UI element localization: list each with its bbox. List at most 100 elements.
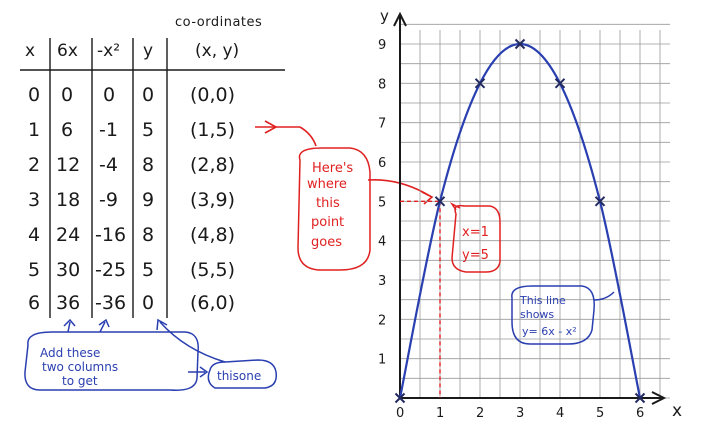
cell-coordinates: (5,5)	[190, 259, 235, 281]
value-table: co-ordinates x 6x -x² y (x, y) 0 0 0 0 (…	[20, 15, 285, 318]
cell-minus-x-squared: -25	[95, 259, 126, 281]
cell-6x: 0	[61, 84, 73, 106]
cell-coordinates: (0,0)	[190, 84, 235, 106]
plot-ticks: 1 2 3 4 5 6 7 8 9 0 1 2 3 4 5 6	[378, 38, 644, 421]
cell-y: 9	[142, 189, 154, 211]
y-tick-label: 2	[378, 313, 386, 328]
cell-y: 0	[142, 84, 154, 106]
x-tick-label: 3	[516, 406, 524, 421]
heres-where-line: Here's	[312, 161, 353, 176]
point-label-bubble	[451, 204, 501, 273]
cell-6x: 18	[56, 189, 80, 211]
pointer-line	[67, 321, 71, 333]
y-axis-label: y	[380, 7, 389, 25]
arrow-up-icon	[156, 318, 168, 331]
cell-x: 1	[28, 119, 40, 141]
table-row: 6 36 -36 0 (6,0)	[28, 292, 235, 314]
cell-minus-x-squared: -16	[95, 224, 126, 246]
heres-where-line: goes	[311, 235, 342, 250]
y-tick-label: 8	[378, 77, 386, 92]
pointer-tail	[593, 291, 615, 301]
cell-x: 3	[28, 189, 40, 211]
point-label-x: x=1	[462, 225, 489, 240]
header-coordinates: (x, y)	[195, 41, 239, 61]
add-columns-bubble	[24, 331, 199, 391]
cell-coordinates: (4,8)	[190, 224, 235, 246]
cell-6x: 12	[56, 154, 80, 176]
header-y: y	[143, 41, 153, 61]
cell-x: 4	[28, 224, 40, 246]
line-shows-annotation: This line shows y= 6x - x²	[511, 285, 615, 345]
line-shows-bubble	[511, 285, 595, 345]
x-tick-label: 5	[596, 406, 604, 421]
line-shows-equation: y= 6x - x²	[522, 325, 577, 338]
pointer-line	[299, 126, 317, 147]
x-tick-label: 0	[396, 406, 404, 421]
cell-6x: 30	[56, 259, 80, 281]
header-6x: 6x	[57, 41, 78, 61]
arrow-up-icon	[98, 318, 110, 328]
point-label-y: y=5	[462, 248, 489, 263]
plot-axes: yx	[380, 7, 682, 421]
add-columns-line: Add these	[40, 346, 100, 360]
table-row: 0 0 0 0 (0,0)	[28, 84, 235, 106]
cell-x: 2	[28, 154, 40, 176]
point-label-annotation: x=1 y=5	[449, 202, 501, 273]
pointer-line	[99, 321, 106, 333]
cell-6x: 24	[56, 224, 80, 246]
cell-y: 5	[142, 259, 154, 281]
cell-6x: 6	[61, 119, 73, 141]
table-grid	[20, 38, 285, 318]
arrow-right-icon	[421, 191, 434, 205]
this-one-bubble	[207, 359, 278, 389]
y-tick-label: 6	[378, 156, 386, 171]
data-point	[634, 392, 646, 404]
cell-minus-x-squared: -9	[99, 189, 118, 211]
cell-x: 5	[28, 259, 40, 281]
cell-y: 5	[142, 119, 154, 141]
cell-coordinates: (2,8)	[190, 154, 235, 176]
y-tick-label: 1	[378, 353, 386, 368]
arrow-up-icon	[393, 11, 407, 27]
cell-x: 6	[28, 292, 40, 314]
data-point	[594, 196, 606, 207]
add-columns-line: to get	[62, 374, 98, 388]
data-point	[554, 78, 566, 89]
add-columns-line: two columns	[42, 360, 118, 374]
table-row: 3 18 -9 9 (3,9)	[28, 189, 235, 211]
table-row: 2 12 -4 8 (2,8)	[28, 154, 235, 176]
pointer-tail	[449, 202, 461, 211]
this-one-label: thisone	[217, 369, 261, 383]
header-minus-x-squared: -x²	[97, 41, 120, 61]
x-tick-label: 4	[556, 406, 564, 421]
arrow-right-icon	[651, 391, 667, 405]
line-shows-line: This line	[519, 294, 566, 307]
x-axis-label: x	[672, 401, 682, 421]
y-tick-label: 9	[378, 38, 386, 53]
cell-x: 0	[28, 84, 40, 106]
highlight-guides	[400, 200, 441, 398]
y-tick-label: 3	[378, 274, 386, 289]
cell-minus-x-squared: -1	[99, 119, 118, 141]
y-tick-label: 4	[378, 235, 386, 250]
arrow-right-icon	[264, 120, 278, 134]
table-row: 1 6 -1 5 (1,5)	[28, 119, 235, 141]
header-x: x	[25, 41, 35, 61]
cell-y: 8	[142, 224, 154, 246]
plot-points	[394, 38, 646, 404]
y-tick-label: 5	[378, 195, 386, 210]
data-point	[514, 38, 526, 50]
x-tick-label: 1	[436, 406, 444, 421]
cell-6x: 36	[56, 292, 80, 314]
table-row: 5 30 -25 5 (5,5)	[28, 259, 235, 281]
x-tick-label: 6	[636, 406, 644, 421]
table-row: 4 24 -16 8 (4,8)	[28, 224, 235, 246]
x-tick-label: 2	[476, 406, 484, 421]
data-point	[434, 196, 446, 207]
red-arrow-to-note	[255, 120, 317, 147]
heres-where-annotation: Here's where this point goes	[297, 147, 434, 271]
heres-where-line: this	[316, 196, 340, 211]
cell-minus-x-squared: -4	[99, 154, 118, 176]
